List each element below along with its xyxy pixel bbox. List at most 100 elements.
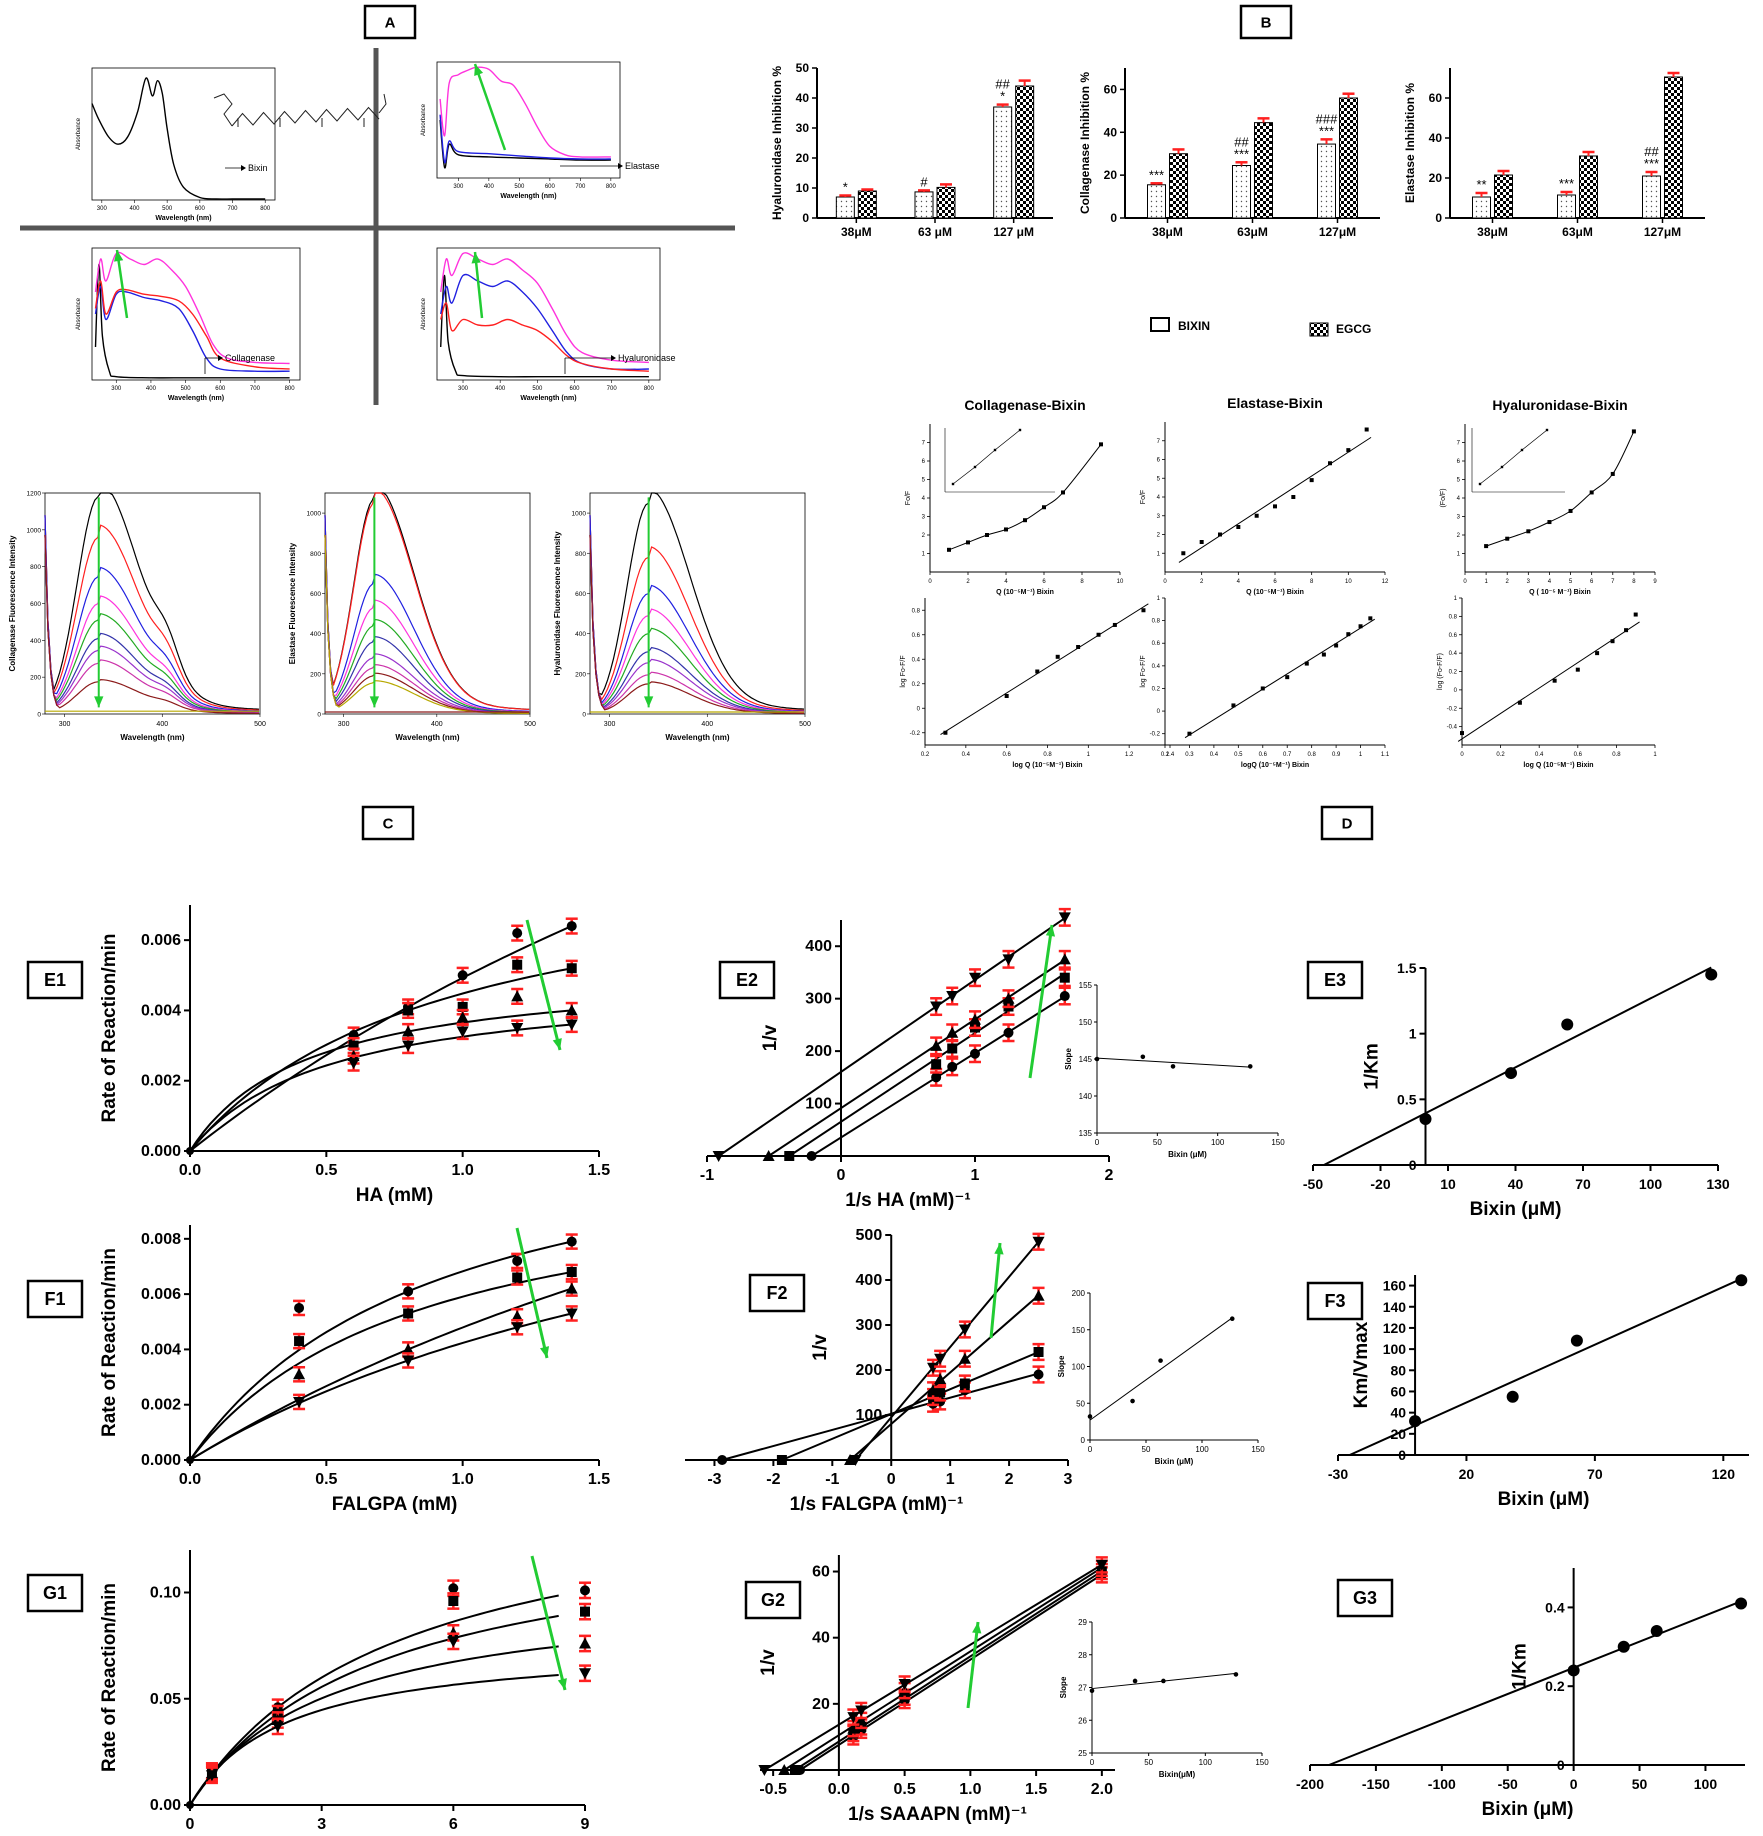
- data-point: [1321, 652, 1326, 657]
- y-tick-label: 0.6: [912, 633, 921, 639]
- data-point: [566, 1236, 577, 1247]
- data-point: [186, 1147, 194, 1155]
- x-tick-label: 500: [514, 184, 525, 190]
- data-point: [512, 1272, 523, 1283]
- x-tick-label: 600: [545, 184, 556, 190]
- y-tick-label: 5: [922, 478, 926, 484]
- data-point: [934, 1373, 947, 1384]
- series-name: Hyaluronidase: [618, 353, 676, 363]
- y-tick-label: 3: [922, 515, 926, 521]
- y-tick-label: 600: [310, 591, 321, 598]
- x-tick-label: 7: [1611, 579, 1615, 585]
- y-tick-label: 2: [1157, 533, 1161, 539]
- y-tick-label: 20: [812, 1696, 830, 1713]
- inset-line: [952, 429, 1021, 485]
- y-tick-label: 0.5: [1397, 1091, 1417, 1107]
- data-point: [1076, 645, 1081, 649]
- data-point: [402, 1343, 415, 1355]
- inset-point: [1545, 428, 1549, 432]
- data-point: [1633, 612, 1638, 617]
- chart-B1: 0 10 20 30 40 50 Hyaluronidase Inhibition % 38μ…: [770, 61, 1053, 239]
- data-point: [1409, 1415, 1422, 1428]
- x-tick-label: 0.6: [1574, 752, 1583, 758]
- inset-point: [1247, 1064, 1253, 1069]
- data-point: [1002, 954, 1015, 966]
- trend-arrow: [473, 63, 507, 151]
- data-point: [806, 1151, 817, 1161]
- data-point: [448, 1596, 459, 1606]
- x-tick-label: 0: [186, 1816, 195, 1833]
- y-tick-label: 800: [30, 564, 41, 571]
- data-point: [565, 1308, 578, 1320]
- y-axis-label: Hyaluronidase Inhibition %: [770, 66, 784, 220]
- significance-mark: ##: [1234, 134, 1249, 149]
- x-axis-label: 1/s HA (mM)⁻¹: [845, 1190, 970, 1211]
- x-tick-label: 127μM: [1319, 225, 1356, 239]
- y-tick-label: 300: [805, 991, 832, 1008]
- data-point: [1032, 1289, 1045, 1301]
- trend-arrow-head: [474, 64, 484, 76]
- y-tick-label: 400: [856, 1272, 883, 1289]
- series-name: Elastase: [625, 161, 660, 171]
- y-tick-label: 60: [1104, 82, 1118, 96]
- inset-point: [1478, 482, 1482, 486]
- panel-tag-text: E3: [1324, 970, 1346, 990]
- x-tick-label: 1.0: [959, 1781, 981, 1798]
- inset-x-tick-label: 100: [1195, 1445, 1209, 1454]
- bar: [1317, 143, 1336, 219]
- trend-arrow: [1028, 924, 1054, 1079]
- x-axis-label: Wavelength (nm): [520, 395, 576, 402]
- spectrum-line: [44, 534, 259, 713]
- x-tick-label: 63 μM: [918, 225, 952, 239]
- inset-point: [1132, 1678, 1138, 1684]
- y-tick-label: 40: [1104, 125, 1118, 139]
- x-tick-label: 800: [644, 386, 655, 392]
- spectrum-line: [589, 534, 804, 714]
- y-tick-label: 40: [1429, 131, 1443, 145]
- x-tick-label: 9: [1653, 579, 1657, 585]
- y-axis-label: Fo/F: [905, 491, 912, 505]
- data-point: [1484, 544, 1489, 549]
- data-point: [1112, 622, 1117, 627]
- data-point: [1095, 1559, 1108, 1571]
- x-tick-label: 0.5: [1234, 752, 1243, 758]
- x-axis-label: logQ (10⁻⁵M⁻¹) Bixin: [1241, 762, 1309, 769]
- data-point: [934, 1353, 947, 1365]
- y-tick-label: 0.6: [1449, 633, 1458, 639]
- x-tick-label: 500: [162, 206, 173, 212]
- y-tick-label: 200: [575, 671, 586, 678]
- data-point: [512, 928, 523, 939]
- x-tick-label: 600: [195, 206, 206, 212]
- y-tick-label: 40: [812, 1630, 830, 1647]
- chart-B6: 0 1 2 3 4 5 6 7 8 9 1 2 3 4 5 6 7 Q ( 10⁻⁵ M⁻¹) Bixin (Fo/…: [1440, 397, 1657, 596]
- data-point: [1506, 1390, 1519, 1403]
- fit-curve: [189, 925, 573, 1152]
- trend-arrow: [115, 249, 129, 319]
- y-tick-label: 400: [805, 938, 832, 955]
- fit-curve: [189, 1312, 572, 1461]
- x-tick-label: 700: [607, 386, 618, 392]
- significance-mark: *: [843, 180, 848, 195]
- spectrum-line: [44, 515, 260, 711]
- x-axis-label: FALGPA (mM): [332, 1494, 458, 1515]
- data-point: [1285, 675, 1290, 680]
- x-tick-label: 0.3: [1185, 752, 1194, 758]
- spectrum-line: [324, 534, 530, 713]
- y-tick-label: 0.4: [1152, 664, 1161, 670]
- inset-point: [1158, 1358, 1163, 1363]
- x-tick-label: 300: [111, 386, 122, 392]
- x-tick-label: 0.5: [315, 1471, 337, 1488]
- x-tick-label: 3: [317, 1816, 326, 1833]
- x-tick-label: 0: [887, 1471, 896, 1488]
- x-tick-label: 500: [532, 386, 543, 392]
- y-axis-label: Absorbance: [421, 297, 427, 330]
- spectrum-line: [324, 534, 530, 714]
- x-tick-label: 4: [1237, 579, 1241, 585]
- x-tick-label: 38μM: [841, 225, 872, 239]
- x-tick-label: 1: [1359, 752, 1363, 758]
- inset-y-tick-label: 50: [1076, 1399, 1085, 1408]
- chart-F3: -302070120020406080100120140160Bixin (μM…: [1306, 1274, 1749, 1510]
- spectrum-line: [589, 492, 805, 710]
